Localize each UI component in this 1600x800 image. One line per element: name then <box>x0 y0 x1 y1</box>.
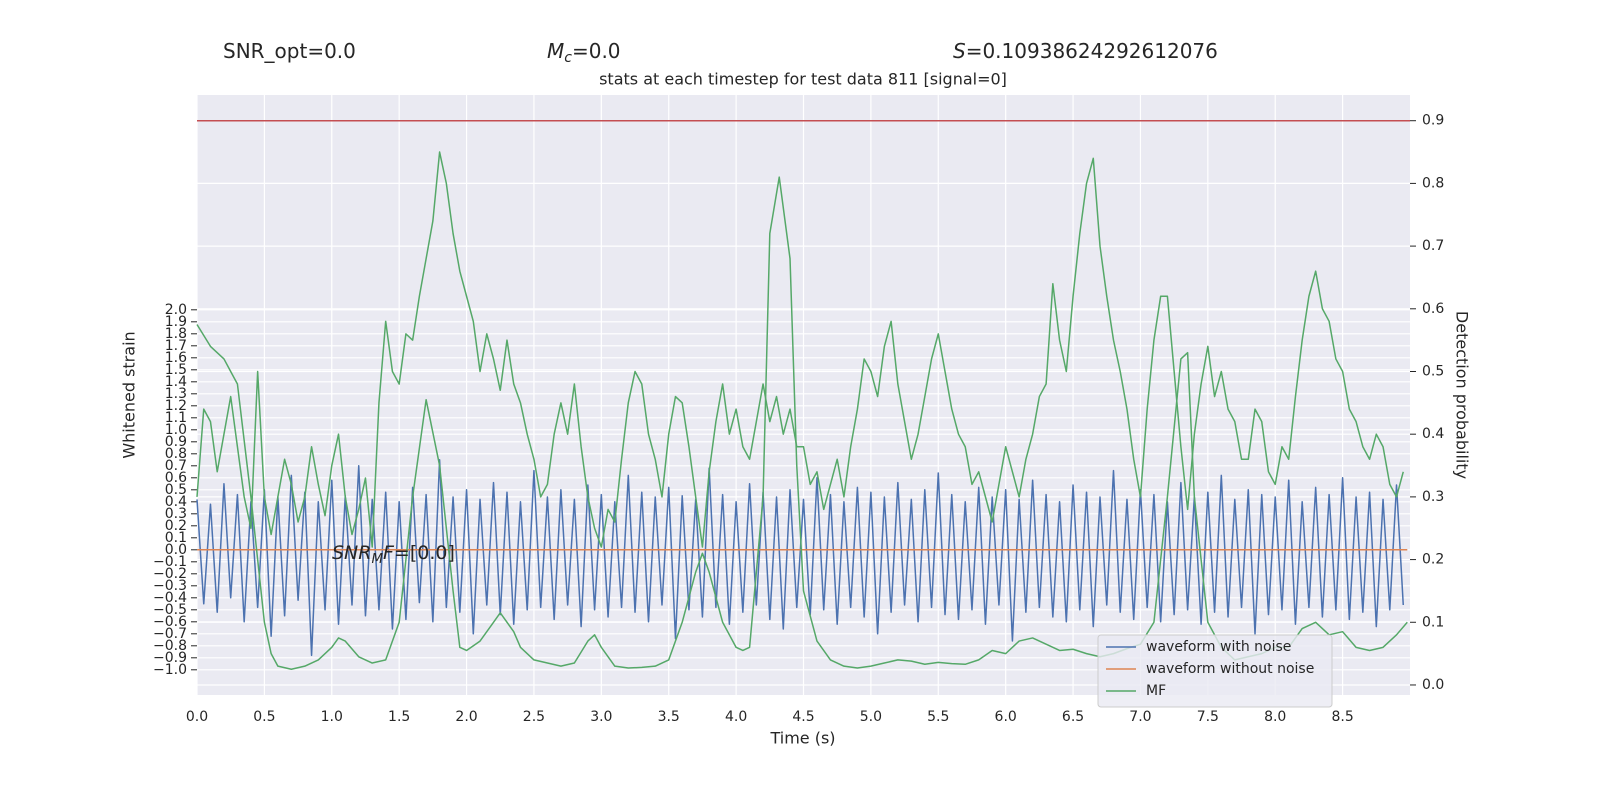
x-tick-label: 5.0 <box>860 709 882 725</box>
x-tick-label: 3.5 <box>658 709 680 725</box>
header-stat-part: =0.0 <box>572 39 621 63</box>
y2-tick-label: 0.3 <box>1422 489 1444 505</box>
legend-box <box>1097 634 1333 708</box>
y-tick-label: 1.8 <box>165 326 187 342</box>
y-tick-label: −0.6 <box>153 614 187 630</box>
y-tick-label: −0.2 <box>153 566 187 582</box>
header-stat-part: =0.10938624292612076 <box>966 39 1218 63</box>
y-tick-label: 0.6 <box>165 470 187 486</box>
header-stat-part: SNR_opt=0.0 <box>223 39 356 63</box>
y-tick-label: 2.0 <box>165 302 187 318</box>
y-tick-label: 1.5 <box>165 362 187 378</box>
chart-title: stats at each timestep for test data 811… <box>599 70 1007 89</box>
y2-tick-label: 0.6 <box>1422 301 1444 317</box>
x-tick-label: 1.0 <box>321 709 343 725</box>
x-tick-label: 6.0 <box>995 709 1017 725</box>
y2-tick-label: 0.0 <box>1422 677 1444 693</box>
y-tick-label: 0.1 <box>165 530 187 546</box>
y-tick-label: 0.7 <box>165 458 187 474</box>
x-tick-label: 2.0 <box>455 709 477 725</box>
annotation-part: =[0.0] <box>394 542 455 564</box>
header-stat: S=0.10938624292612076 <box>953 39 1218 63</box>
y2-tick-label: 0.7 <box>1422 238 1444 254</box>
legend-label: waveform without noise <box>1146 661 1314 677</box>
y-tick-label: −0.9 <box>153 650 187 666</box>
y-tick-label: 1.0 <box>165 422 187 438</box>
y-tick-label: 0.2 <box>165 518 187 534</box>
x-tick-label: 6.5 <box>1062 709 1084 725</box>
y-axis-label: Whitened strain <box>120 331 139 458</box>
header-stat: Mc=0.0 <box>547 39 621 67</box>
x-tick-label: 8.0 <box>1264 709 1286 725</box>
header-stat: SNR_opt=0.0 <box>223 39 356 63</box>
x-tick-label: 4.5 <box>792 709 814 725</box>
y-tick-label: 0.5 <box>165 482 187 498</box>
y-tick-label: −0.3 <box>153 578 187 594</box>
series-line <box>196 459 1405 657</box>
y2-tick-label: 0.8 <box>1422 175 1444 191</box>
series-line <box>196 151 1404 548</box>
x-tick-label: 1.5 <box>388 709 410 725</box>
x-tick-label: 0.5 <box>253 709 275 725</box>
annotation-part: SNR <box>332 542 371 564</box>
y-tick-label: 1.3 <box>165 386 187 402</box>
y-tick-label: −0.4 <box>153 590 187 606</box>
x-tick-label: 7.0 <box>1129 709 1151 725</box>
y-tick-label: 0.0 <box>165 542 187 558</box>
header-stat-part: S <box>953 39 966 63</box>
y2-tick-label: 0.4 <box>1422 426 1444 442</box>
y-tick-label: 1.6 <box>165 350 187 366</box>
y-tick-label: −0.5 <box>153 602 187 618</box>
y-tick-label: 0.9 <box>165 434 187 450</box>
x-tick-label: 5.5 <box>927 709 949 725</box>
y2-tick-label: 0.1 <box>1422 614 1444 630</box>
y-tick-label: 1.9 <box>165 314 187 330</box>
y-tick-label: −0.1 <box>153 554 187 570</box>
y-tick-label: 1.7 <box>165 338 187 354</box>
annotation-part: M <box>371 552 383 567</box>
annotation: SNRMF=[0.0] <box>332 542 455 568</box>
x-tick-label: 2.5 <box>523 709 545 725</box>
y-tick-label: 1.4 <box>165 374 187 390</box>
y-tick-label: 1.1 <box>165 410 187 426</box>
x-tick-label: 8.5 <box>1331 709 1353 725</box>
header-stat-part: c <box>564 50 572 66</box>
y2-tick-label: 0.9 <box>1422 113 1444 129</box>
header-stat-part: M <box>547 39 564 63</box>
y2-tick-label: 0.2 <box>1422 552 1444 568</box>
x-tick-label: 0.0 <box>186 709 208 725</box>
annotation-part: F <box>383 542 395 564</box>
y-tick-label: 0.3 <box>165 506 187 522</box>
x-axis-label: Time (s) <box>769 729 835 748</box>
y-tick-label: 0.4 <box>165 494 187 510</box>
y-tick-label: −0.7 <box>153 626 187 642</box>
series-line <box>196 176 1408 671</box>
y2-axis-label: Detection probability <box>1453 311 1472 479</box>
legend-label: MF <box>1146 683 1166 699</box>
legend-label: waveform with noise <box>1146 639 1291 655</box>
x-tick-label: 4.0 <box>725 709 747 725</box>
y-tick-label: 1.2 <box>165 398 187 414</box>
y-tick-label: −0.8 <box>153 638 187 654</box>
y-tick-label: −1.0 <box>153 662 187 678</box>
x-tick-label: 7.5 <box>1197 709 1219 725</box>
y2-tick-label: 0.5 <box>1422 363 1444 379</box>
y-tick-label: 0.8 <box>165 446 187 462</box>
x-tick-label: 3.0 <box>590 709 612 725</box>
